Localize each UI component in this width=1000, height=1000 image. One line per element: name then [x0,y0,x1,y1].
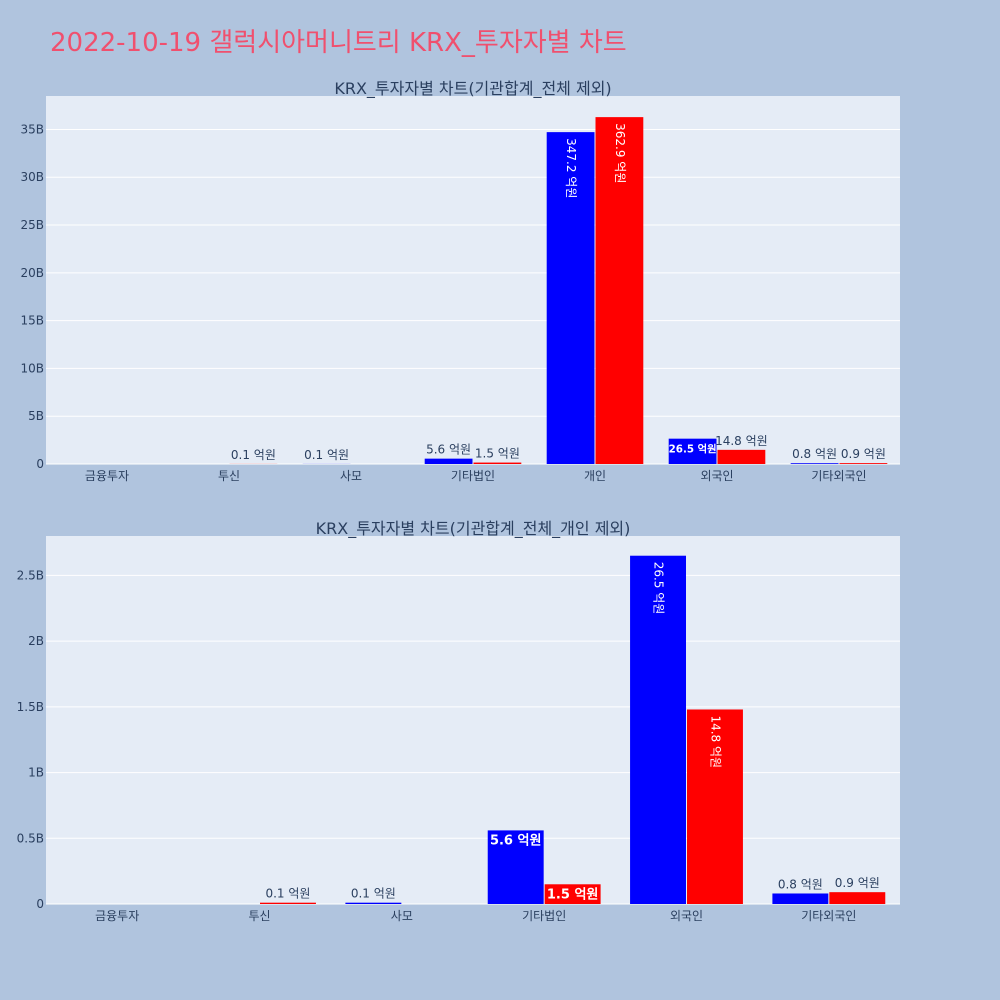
x-tick-label: 기타외국인 [811,469,866,483]
chart-top: 0 5B 10B 15B 20B 25B 30B 35B KRX_투자자별 차트(기관합계_전체… [20,79,900,483]
x-tick-label: 기타외국인 [801,909,856,923]
y-tick-label: 0.5B [17,831,44,845]
bar-data-label: 0.1 억원 [304,448,349,462]
y-tick-label: 35B [20,122,44,136]
bar-data-label: 1.5 억원 [547,887,598,902]
x-tick-label: 사모 [391,909,413,923]
x-tick-label: 금융투자 [85,469,129,483]
bar-data-label: 26.5 억원 [669,443,717,456]
bar-data-label: 5.6 억원 [426,443,471,457]
bar [717,449,766,464]
bar-data-label: 14.8 억원 [715,434,768,448]
page-title: 2022-10-19 갤럭시아머니트리 KRX_투자자별 차트 [50,28,627,58]
bar [546,132,595,464]
x-tick-label: 외국인 [670,909,703,923]
y-tick-label: 1.5B [17,700,44,714]
bar [345,902,402,904]
bar [487,830,544,904]
bar-data-label: 0.8 억원 [778,877,823,891]
bar [829,892,886,904]
x-tick-label: 외국인 [700,469,733,483]
bar-data-label: 0.1 억원 [265,887,310,901]
x-tick-label: 사모 [340,469,362,483]
y-tick-label: 30B [20,170,44,184]
y-tick-label: 0 [36,457,44,471]
y-tick-label: 2B [28,634,44,648]
bar-data-label: 0.8 억원 [792,447,837,461]
y-tick-label: 25B [20,218,44,232]
bar [595,117,644,465]
chart-title: KRX_투자자별 차트(기관합계_전체 제외) [334,79,611,99]
bar [260,902,316,904]
chart-bottom: 0 0.5B 1B 1.5B 2B 2.5B KRX_투자자별 차트(기관합계_전체_개인 … [17,519,900,923]
bar [790,463,839,464]
x-tick-label: 개인 [584,469,606,483]
bar-data-label: 1.5 억원 [475,447,520,461]
bar-data-label: 0.9 억원 [841,447,886,461]
bar-data-label: 0.1 억원 [231,448,276,462]
y-tick-label: 10B [20,361,44,375]
y-tick-label: 1B [28,766,44,780]
bar-data-label: 26.5 억원 [652,562,666,615]
x-tick-label: 투신 [218,469,240,483]
bar-data-label: 362.9 억원 [613,123,627,183]
x-tick-label: 투신 [248,909,270,923]
bar [772,893,829,904]
bar [473,462,522,464]
y-tick-label: 20B [20,266,44,280]
bar [544,884,601,904]
y-tick-label: 2.5B [17,568,44,582]
y-tick-label: 0 [36,897,44,911]
y-tick-label: 5B [28,409,44,423]
bar [839,463,888,464]
y-tick-label: 15B [20,314,44,328]
bar [687,709,743,904]
x-tick-label: 기타법인 [451,469,495,483]
bar-data-label: 0.9 억원 [835,876,880,890]
bar-data-label: 347.2 억원 [564,138,578,198]
bar [668,438,717,464]
x-tick-label: 금융투자 [95,909,139,923]
plot-area [46,96,900,464]
bar-data-label: 0.1 억원 [351,887,396,901]
plot-area [46,536,900,904]
bar [630,555,686,904]
x-tick-label: 기타법인 [522,909,566,923]
bar-data-label: 14.8 억원 [708,715,722,768]
chart-title: KRX_투자자별 차트(기관합계_전체_개인 제외) [316,519,631,539]
bar-data-label: 5.6 억원 [490,833,541,848]
bar [424,458,473,464]
